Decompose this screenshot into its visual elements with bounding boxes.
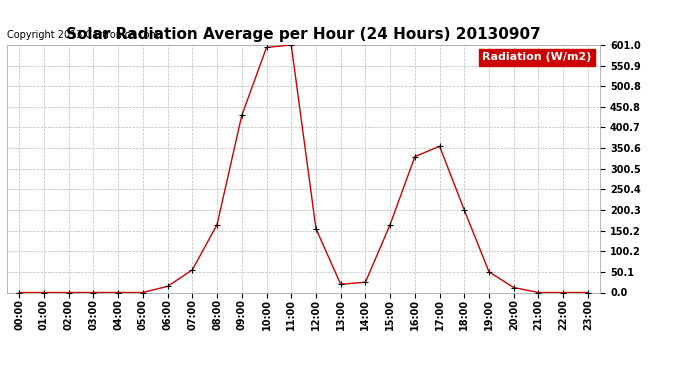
Text: Radiation (W/m2): Radiation (W/m2) (482, 53, 591, 62)
Title: Solar Radiation Average per Hour (24 Hours) 20130907: Solar Radiation Average per Hour (24 Hou… (66, 27, 541, 42)
Text: Copyright 2013 Cartronics.com: Copyright 2013 Cartronics.com (7, 30, 159, 40)
